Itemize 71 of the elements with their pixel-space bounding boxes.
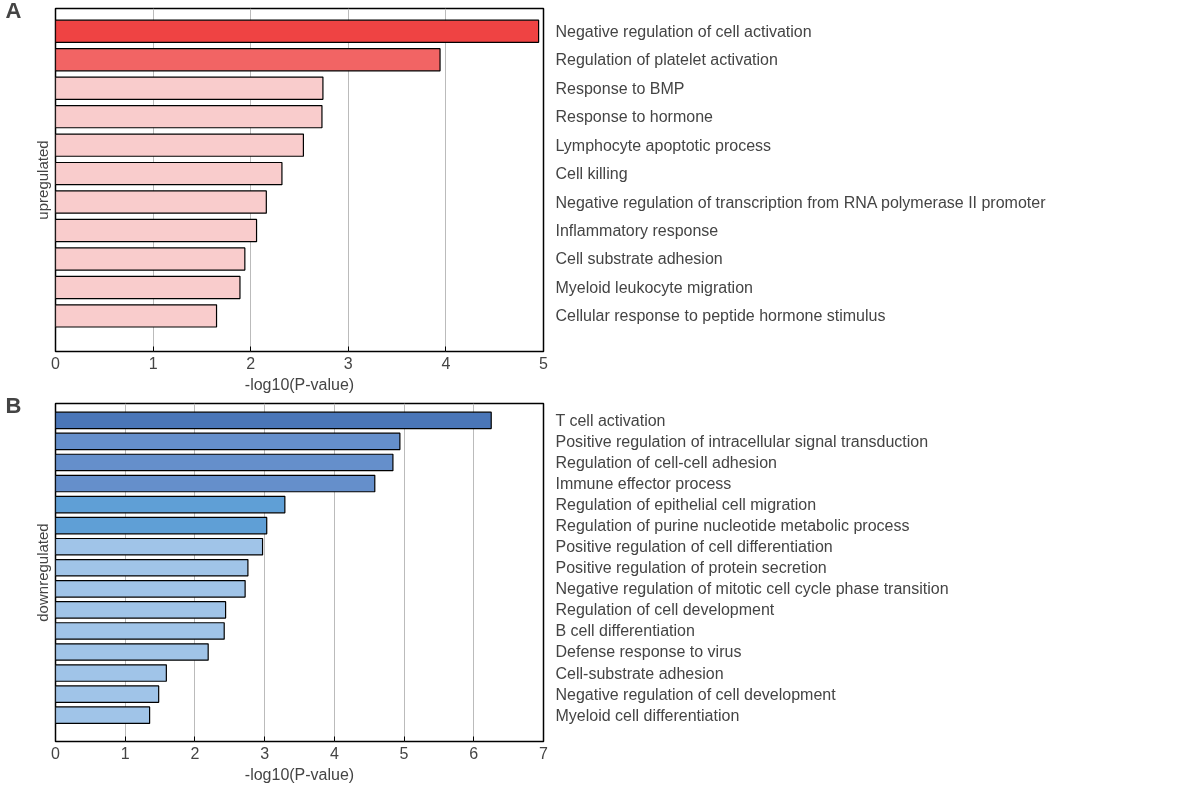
y-tick-label: Positive regulation of cell differentiation: [555, 538, 833, 556]
x-tick-label: 5: [539, 354, 549, 372]
bar: [55, 495, 286, 514]
bar: [55, 76, 324, 100]
bar: [55, 558, 249, 577]
y-tick-label: Cell substrate adhesion: [555, 250, 723, 268]
bar: [55, 161, 283, 186]
bar: [55, 706, 151, 724]
y-tick-label: Cell killing: [555, 165, 628, 183]
bar: [55, 275, 241, 300]
x-tick-label: 1: [120, 744, 130, 762]
y-tick-label: Inflammatory response: [555, 222, 719, 240]
y-tick-label: Response to hormone: [555, 108, 714, 126]
bar: [55, 247, 246, 271]
x-tick-label: 7: [539, 744, 549, 762]
y-tick-label: Immune effector process: [555, 475, 732, 493]
y-tick-label: Negative regulation of mitotic cell cycle phase transition: [555, 580, 949, 598]
y-tick-label: T cell activation: [555, 411, 666, 429]
y-tick-label: Cellular response to peptide hormone stimulus: [555, 307, 886, 325]
y-tick-label: Regulation of purine nucleotide metabolic process: [555, 517, 910, 535]
y-tick-label: Positive regulation of protein secretion: [555, 559, 827, 577]
x-tick-label: 0: [51, 744, 61, 762]
x-tick-label: 5: [399, 744, 409, 762]
x-tick-label: 3: [260, 744, 270, 762]
chart-title: A: [5, 0, 22, 23]
y-tick-label: B cell differentiation: [555, 622, 695, 640]
y-tick-label: Negative regulation of cell development: [555, 685, 837, 703]
bar: [55, 537, 264, 556]
y-tick-label: Negative regulation of cell activation: [555, 22, 812, 40]
x-tick-label: 4: [441, 354, 451, 372]
bar: [55, 48, 441, 72]
bar: [55, 104, 323, 129]
bar: [55, 664, 167, 682]
x-tick-label: 2: [246, 354, 256, 372]
x-tick-label: 3: [343, 354, 353, 372]
y-tick-label: Regulation of cell development: [555, 601, 775, 619]
bar: [55, 601, 227, 619]
x-tick-label: 0: [51, 354, 61, 372]
x-tick-label: 2: [190, 744, 200, 762]
y-axis-title: upregulated: [33, 140, 51, 220]
y-tick-label: Defense response to virus: [555, 643, 742, 661]
x-tick-label: 4: [329, 744, 339, 762]
y-tick-label: Positive regulation of intracellular signal transduction: [555, 432, 929, 450]
bar: [55, 19, 540, 43]
x-tick-label: 6: [469, 744, 479, 762]
y-axis-title: downregulated: [33, 523, 51, 622]
bar: [55, 474, 376, 493]
bar: [55, 685, 160, 703]
y-tick-label: Response to BMP: [555, 79, 685, 97]
chart-title: B: [5, 392, 22, 418]
y-tick-label: Negative regulation of transcription from RNA polymerase II promoter: [555, 193, 1047, 211]
bar: [55, 304, 218, 328]
bar: [55, 218, 258, 243]
bar: [55, 432, 401, 451]
y-tick-label: Regulation of cell-cell adhesion: [555, 453, 777, 471]
bar: [55, 411, 492, 430]
y-tick-label: Lymphocyte apoptotic process: [555, 136, 772, 154]
y-tick-label: Regulation of platelet activation: [555, 51, 778, 69]
x-tick-label: 1: [148, 354, 158, 372]
bar: [55, 622, 225, 640]
bar: [55, 643, 209, 661]
y-tick-label: Regulation of epithelial cell migration: [555, 496, 817, 514]
bar: [55, 133, 304, 157]
x-axis-title: -log10(P-value): [244, 765, 355, 783]
bar: [55, 453, 394, 472]
y-tick-label: Myeloid leukocyte migration: [555, 278, 753, 296]
bar: [55, 190, 267, 214]
y-tick-label: Myeloid cell differentiation: [555, 706, 740, 724]
bar: [55, 580, 246, 598]
x-axis-title: -log10(P-value): [244, 375, 355, 393]
y-tick-label: Cell-substrate adhesion: [555, 664, 724, 682]
